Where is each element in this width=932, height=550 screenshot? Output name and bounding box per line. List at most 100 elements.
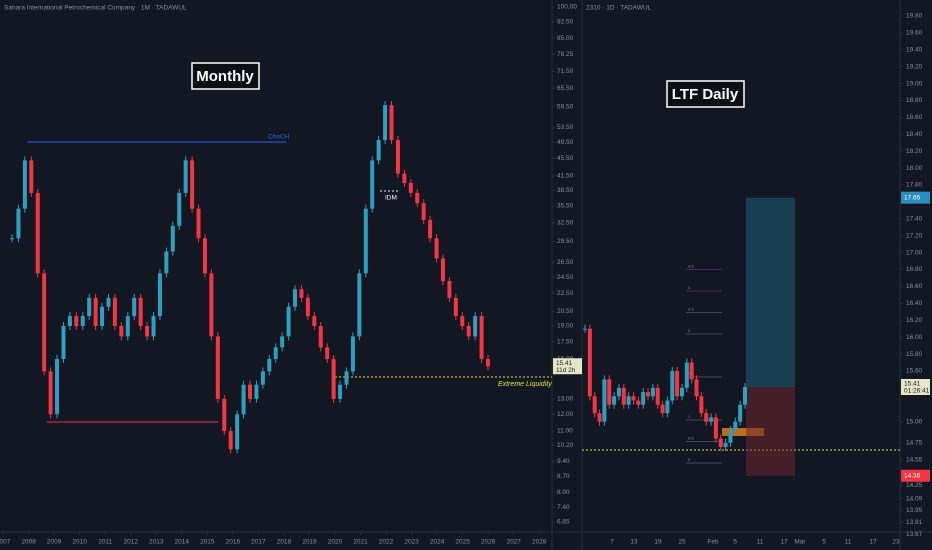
candle xyxy=(660,404,665,414)
candle xyxy=(61,326,66,360)
candle xyxy=(440,258,445,282)
y-tick-label: 7.40 xyxy=(557,504,570,511)
candle xyxy=(209,273,214,337)
label-box xyxy=(666,80,745,108)
x-tick-label: 2025 xyxy=(455,539,470,546)
y-tick-label: 16.20 xyxy=(906,317,923,324)
y-tick-label: 19.20 xyxy=(906,63,923,70)
x-tick-label: 2028 xyxy=(532,539,547,546)
choch-label: ChoCH xyxy=(268,134,290,141)
candle xyxy=(650,387,655,397)
x-tick-label: 2014 xyxy=(175,539,190,546)
fib-label: 4.5 xyxy=(688,264,694,269)
candle xyxy=(170,225,175,252)
x-tick-label: 2018 xyxy=(277,539,292,546)
y-tick-label: 16.40 xyxy=(906,300,923,307)
y-tick-label: 14.55 xyxy=(906,456,923,463)
candle xyxy=(190,160,195,209)
x-tick-label: 2024 xyxy=(430,539,445,546)
candle xyxy=(743,387,747,405)
candle xyxy=(612,396,617,405)
stop-zone xyxy=(746,387,795,476)
candle xyxy=(74,316,79,327)
candle xyxy=(87,297,92,317)
fib-label: 2 xyxy=(688,371,691,376)
y-tick-label: 100.00 xyxy=(557,4,577,11)
fib-label: 1 xyxy=(688,414,691,419)
candle xyxy=(699,396,704,414)
x-tick-label: 2013 xyxy=(149,539,164,546)
candle xyxy=(138,297,143,327)
candle xyxy=(460,316,465,327)
liquidity-label: Extreme Liquidity xyxy=(498,381,552,388)
y-tick-label: 12.00 xyxy=(557,411,574,418)
y-tick-label: 18.20 xyxy=(906,148,923,155)
x-tick-label: 5 xyxy=(822,539,826,546)
x-tick-label: 2027 xyxy=(506,539,521,546)
candle xyxy=(689,362,694,380)
x-tick-label: 17 xyxy=(780,539,788,546)
candle xyxy=(602,379,607,422)
candle xyxy=(587,328,592,397)
x-tick-label: 23 xyxy=(892,539,900,546)
candle xyxy=(646,392,651,397)
y-tick-label: 15.00 xyxy=(906,418,923,425)
countdown: 01:26:41 xyxy=(904,388,930,395)
candle xyxy=(10,238,14,240)
candle xyxy=(473,316,478,337)
candle xyxy=(670,370,675,401)
y-tick-label: 15.60 xyxy=(906,368,923,375)
candle xyxy=(621,387,626,405)
x-tick-label: 2023 xyxy=(404,539,419,546)
y-tick-label: 71.50 xyxy=(557,68,574,75)
y-tick-label: 49.50 xyxy=(557,139,574,146)
y-tick-label: 17.40 xyxy=(906,216,923,223)
y-tick-label: 13.81 xyxy=(906,519,923,526)
candle xyxy=(679,387,684,397)
x-tick-label: 2016 xyxy=(226,539,241,546)
candle xyxy=(641,392,646,405)
candle xyxy=(713,417,718,439)
candle xyxy=(728,430,733,443)
y-tick-label: 18.80 xyxy=(906,97,923,104)
y-tick-label: 14.09 xyxy=(906,495,923,502)
candle xyxy=(583,328,587,330)
y-tick-label: 19.40 xyxy=(906,46,923,53)
candle xyxy=(389,105,394,141)
candle xyxy=(631,396,636,401)
candle xyxy=(106,297,111,307)
candle xyxy=(48,371,53,415)
x-tick-label: 2008 xyxy=(21,539,36,546)
candle xyxy=(183,160,188,193)
y-tick-label: 16.00 xyxy=(906,334,923,341)
candle xyxy=(395,140,400,174)
candle xyxy=(196,208,201,239)
x-tick-label: 17 xyxy=(869,539,877,546)
candle xyxy=(241,384,246,415)
candle xyxy=(723,442,728,448)
candle xyxy=(273,347,278,360)
y-tick-label: 17.00 xyxy=(906,249,923,256)
y-tick-label: 59.50 xyxy=(557,103,574,110)
y-tick-label: 17.80 xyxy=(906,182,923,189)
candle xyxy=(93,297,98,327)
x-tick-label: 11 xyxy=(757,539,764,546)
y-tick-label: 38.50 xyxy=(557,187,574,194)
target-tag-label: 17.65 xyxy=(904,194,921,201)
candle xyxy=(177,192,182,226)
y-tick-label: 19.00 xyxy=(557,323,574,330)
candle xyxy=(325,347,330,360)
candle xyxy=(254,384,259,399)
candle xyxy=(29,160,34,193)
candle xyxy=(305,297,310,317)
candle xyxy=(299,289,304,298)
candle xyxy=(312,316,317,327)
candle xyxy=(636,400,641,405)
x-tick-label: Mar xyxy=(794,539,806,546)
y-tick-label: 18.40 xyxy=(906,131,923,138)
y-tick-label: 15.80 xyxy=(906,351,923,358)
y-tick-label: 13.00 xyxy=(557,396,574,403)
candle xyxy=(434,238,439,259)
candle xyxy=(408,182,413,193)
